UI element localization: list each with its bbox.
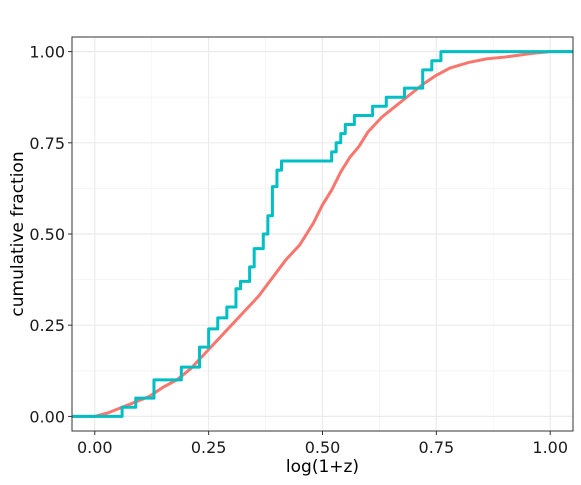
x-tick-label: 0.75: [419, 438, 455, 457]
major-gridlines: [72, 37, 573, 431]
y-axis-title: cumulative fraction: [8, 151, 28, 316]
x-axis-title: log(1+z): [286, 457, 359, 477]
series-layer: [72, 50, 573, 418]
y-axis: 0.00 0.25 0.50 0.75 1.00: [29, 43, 72, 426]
x-tick-label: 0.50: [305, 438, 341, 457]
y-tick-label: 0.75: [29, 134, 65, 153]
y-tick-label: 0.25: [29, 316, 65, 335]
y-tick-label: 1.00: [29, 43, 65, 62]
y-tick-label: 0.00: [29, 407, 65, 426]
x-tick-label: 0.00: [77, 438, 113, 457]
series-line-1: [72, 50, 573, 418]
x-tick-label: 1.00: [532, 438, 568, 457]
x-tick-label: 0.25: [191, 438, 227, 457]
x-axis: 0.00 0.25 0.50 0.75 1.00: [77, 431, 568, 457]
series-line-2: [72, 50, 573, 418]
y-tick-label: 0.50: [29, 225, 65, 244]
